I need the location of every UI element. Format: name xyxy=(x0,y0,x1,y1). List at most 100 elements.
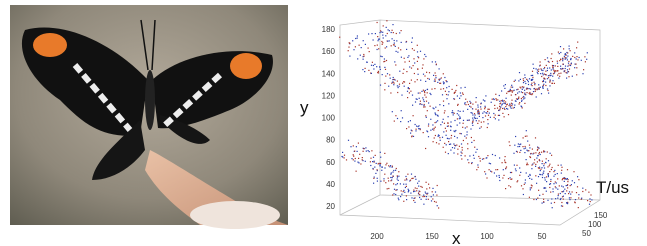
event-dot xyxy=(396,40,397,41)
event-dot xyxy=(478,167,479,168)
event-dot xyxy=(548,160,549,161)
event-dot xyxy=(499,95,500,96)
event-dot xyxy=(405,187,406,188)
event-dot xyxy=(570,185,571,186)
event-dot xyxy=(419,191,420,192)
event-dot xyxy=(448,153,449,154)
event-dot xyxy=(552,61,553,62)
event-dot xyxy=(464,103,465,104)
event-dot xyxy=(369,51,370,52)
event-dot xyxy=(437,120,438,121)
event-dot xyxy=(414,73,415,74)
event-dot xyxy=(426,194,427,195)
event-dot xyxy=(543,88,544,89)
event-dot xyxy=(562,58,563,59)
event-dot xyxy=(529,197,530,198)
event-dot xyxy=(386,60,387,61)
event-dot xyxy=(467,101,468,102)
event-dot xyxy=(568,193,569,194)
event-dot xyxy=(569,197,570,198)
event-dot xyxy=(410,133,411,134)
x-axis-label: x xyxy=(452,229,461,246)
event-dot xyxy=(371,73,372,74)
event-dot xyxy=(542,87,543,88)
event-dot xyxy=(462,92,463,93)
event-dot xyxy=(472,162,473,163)
event-dot xyxy=(386,46,387,47)
event-dot xyxy=(453,98,454,99)
event-dot xyxy=(408,126,409,127)
event-dot xyxy=(531,168,532,169)
event-dot xyxy=(397,189,398,190)
event-dot xyxy=(520,79,521,80)
event-dot xyxy=(403,73,404,74)
event-dot xyxy=(525,148,526,149)
event-dot xyxy=(528,176,529,177)
event-dot xyxy=(538,167,539,168)
event-dot xyxy=(502,113,503,114)
event-dot xyxy=(570,194,571,195)
event-dot xyxy=(388,188,389,189)
event-dot xyxy=(551,53,552,54)
event-dot xyxy=(406,195,407,196)
event-dot xyxy=(438,207,439,208)
event-dot xyxy=(443,147,444,148)
event-dot xyxy=(372,161,373,162)
event-dot xyxy=(435,61,436,62)
event-dot xyxy=(565,57,566,58)
event-dot xyxy=(523,78,524,79)
event-dot xyxy=(543,199,544,200)
event-dot xyxy=(408,189,409,190)
event-dot xyxy=(489,169,490,170)
event-dot xyxy=(590,201,591,202)
event-dot xyxy=(450,144,451,145)
event-dot xyxy=(452,147,453,148)
event-dot xyxy=(435,72,436,73)
event-dot xyxy=(571,184,572,185)
event-dot xyxy=(379,39,380,40)
event-dot xyxy=(438,79,439,80)
event-dot xyxy=(538,69,539,70)
event-dot xyxy=(559,53,560,54)
event-dot xyxy=(555,174,556,175)
event-dot xyxy=(358,158,359,159)
event-dot xyxy=(539,89,540,90)
event-dot xyxy=(588,192,589,193)
event-dot xyxy=(557,178,558,179)
event-dot xyxy=(380,181,381,182)
event-dot xyxy=(414,62,415,63)
event-dot xyxy=(465,104,466,105)
event-dot xyxy=(452,89,453,90)
event-dot xyxy=(538,176,539,177)
event-dot xyxy=(485,107,486,108)
event-dot xyxy=(566,190,567,191)
event-dot xyxy=(426,97,427,98)
event-dot xyxy=(366,151,367,152)
event-dot xyxy=(450,130,451,131)
event-dot xyxy=(526,159,527,160)
event-dot xyxy=(404,192,405,193)
event-dot xyxy=(380,56,381,57)
event-dot xyxy=(529,145,530,146)
event-dot xyxy=(563,186,564,187)
event-dot xyxy=(546,181,547,182)
event-dot xyxy=(427,92,428,93)
event-dot xyxy=(511,105,512,106)
event-dot xyxy=(570,65,571,66)
event-dot xyxy=(566,78,567,79)
event-dot xyxy=(365,147,366,148)
event-dot xyxy=(567,178,568,179)
event-dot xyxy=(560,46,561,47)
event-dot xyxy=(444,123,445,124)
event-dot xyxy=(420,51,421,52)
event-dot xyxy=(362,69,363,70)
event-dot xyxy=(553,191,554,192)
event-dot xyxy=(450,150,451,151)
event-dot xyxy=(510,105,511,106)
event-dot xyxy=(571,63,572,64)
event-dot xyxy=(576,47,577,48)
event-dot xyxy=(464,136,465,137)
event-dot xyxy=(354,151,355,152)
event-dot xyxy=(449,86,450,87)
event-dot xyxy=(532,77,533,78)
